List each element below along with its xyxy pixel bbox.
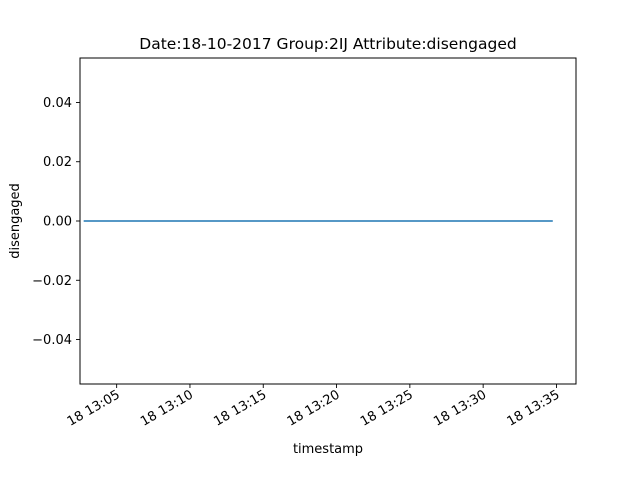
x-axis-label: timestamp: [293, 442, 363, 457]
y-axis-ticks: 0.04 0.02 0.00 −0.02 −0.04: [32, 96, 80, 348]
y-tick-label: −0.04: [32, 333, 72, 348]
plot-frame: [79, 57, 577, 385]
y-tick-label: −0.02: [32, 274, 72, 289]
y-tick-label: 0.02: [43, 155, 72, 170]
y-axis-label: disengaged: [8, 183, 23, 259]
y-tick-label: 0.00: [43, 215, 72, 230]
y-tick-label: 0.04: [43, 96, 72, 111]
chart-title: Date:18-10-2017 Group:2IJ Attribute:dise…: [139, 35, 516, 53]
